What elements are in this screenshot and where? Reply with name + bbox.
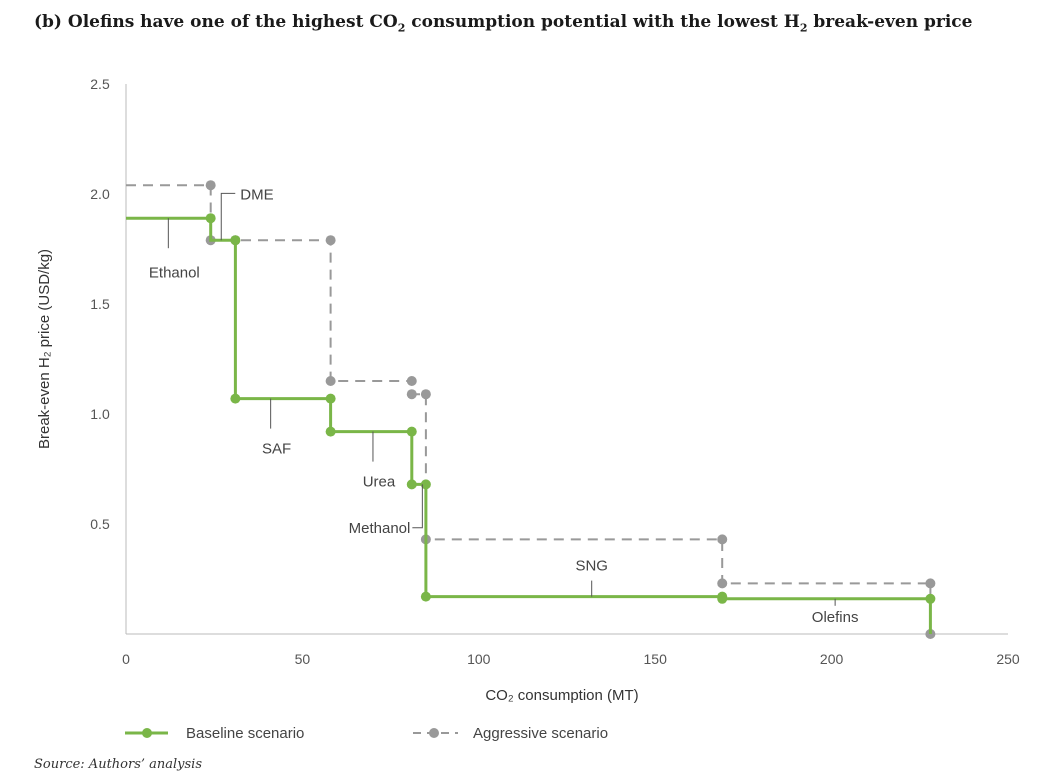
label-methanol-leader [412, 484, 423, 529]
aggressive-point [717, 578, 728, 589]
series-aggressive [126, 180, 936, 639]
source-note: Source: Authors’ analysis [34, 757, 203, 772]
label-urea: Urea [363, 474, 396, 491]
x-tick-label: 100 [467, 651, 491, 667]
y-tick-label: 2.5 [90, 76, 110, 92]
y-tick-label: 1.5 [90, 296, 110, 312]
series-baseline [126, 213, 936, 634]
aggressive-point [925, 578, 936, 589]
legend: Baseline scenario Aggressive scenario [125, 725, 608, 742]
legend-baseline-label: Baseline scenario [186, 725, 304, 742]
y-tick-label: 1.0 [90, 406, 110, 422]
aggressive-line [126, 184, 932, 634]
baseline-point [230, 235, 241, 246]
label-saf: SAF [262, 441, 291, 458]
label-ethanol: Ethanol [149, 265, 200, 282]
aggressive-point [406, 389, 417, 400]
step-chart: 0 50 100 150 200 250 0.5 1.0 1.5 2.0 2.5 CO₂ consum… [36, 76, 1020, 742]
label-sng: SNG [575, 558, 608, 575]
label-methanol: Methanol [349, 520, 411, 537]
y-tick-label: 0.5 [90, 516, 110, 532]
aggressive-point [717, 534, 728, 545]
y-axis-title: Break-even H₂ price (USD/kg) [36, 249, 53, 449]
x-tick-label: 200 [820, 651, 844, 667]
x-tick-label: 0 [122, 651, 130, 667]
x-axis-title: CO₂ consumption (MT) [485, 687, 638, 704]
axes: 0 50 100 150 200 250 0.5 1.0 1.5 2.0 2.5 CO₂ consum… [36, 76, 1020, 704]
x-tick-label: 150 [644, 651, 668, 667]
chart-title: (b) Olefins have one of the highest CO2 … [34, 12, 973, 35]
x-tick-label: 50 [295, 651, 311, 667]
y-tick-label: 2.0 [90, 186, 110, 202]
baseline-point [205, 213, 216, 224]
label-olefins: Olefins [812, 609, 859, 626]
legend-aggressive-label: Aggressive scenario [473, 725, 608, 742]
aggressive-point [205, 180, 216, 191]
baseline-point [420, 479, 431, 490]
baseline-point [717, 593, 728, 604]
legend-baseline-marker [142, 728, 152, 738]
aggressive-point [406, 376, 417, 386]
baseline-line [126, 216, 932, 634]
legend-aggressive-marker [429, 728, 439, 738]
baseline-point [230, 393, 241, 404]
label-dme-leader [220, 192, 236, 241]
baseline-point [406, 426, 417, 437]
baseline-point [406, 479, 417, 490]
label-dme: DME [240, 186, 273, 203]
baseline-point [420, 591, 431, 602]
aggressive-point [325, 376, 336, 386]
x-tick-label: 250 [996, 651, 1020, 667]
baseline-point [325, 393, 336, 404]
aggressive-point [325, 235, 336, 246]
baseline-point [325, 426, 336, 437]
baseline-point [925, 593, 936, 604]
aggressive-point [420, 389, 431, 400]
annotations: Ethanol DME SAF Urea Methanol SNG Olefins [149, 186, 859, 625]
